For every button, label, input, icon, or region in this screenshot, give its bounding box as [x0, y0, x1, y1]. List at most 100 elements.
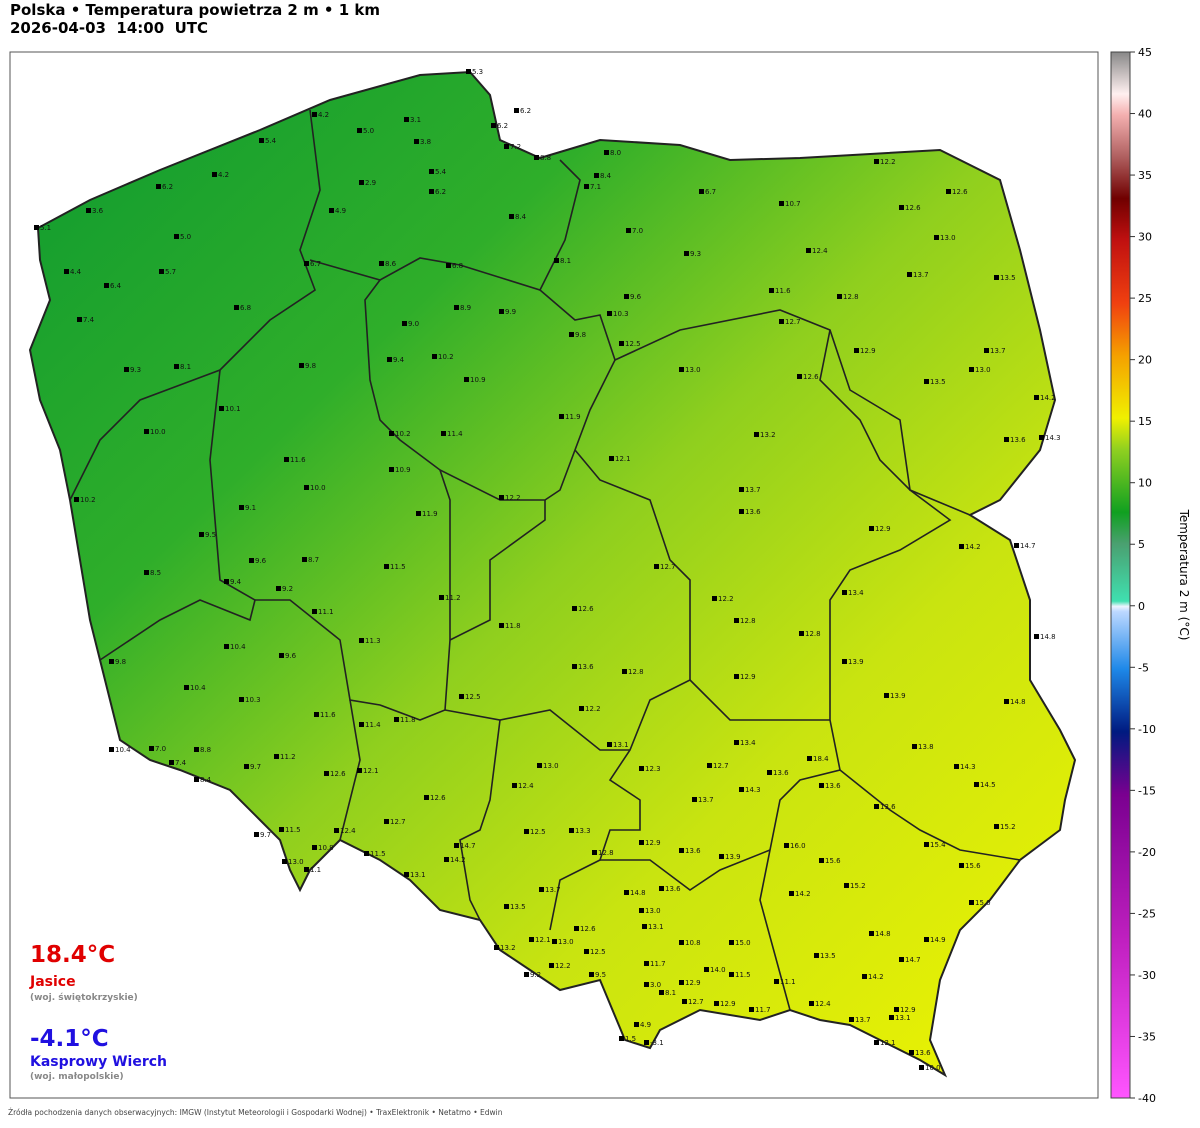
station-marker [644, 961, 649, 966]
station-marker [77, 317, 82, 322]
colorbar-tick-label: -10 [1138, 723, 1156, 736]
station-marker [329, 208, 334, 213]
station-value: 15.2 [850, 882, 866, 890]
station-value: 12.5 [530, 828, 546, 836]
station-value: 5.7 [165, 268, 176, 276]
station-marker [634, 1022, 639, 1027]
station-marker [499, 495, 504, 500]
station-value: 3.0 [650, 981, 661, 989]
station-value: 11.5 [370, 850, 386, 858]
station-value: 7.0 [155, 745, 166, 753]
station-marker [604, 150, 609, 155]
station-value: 15.6 [825, 857, 841, 865]
station-marker [767, 770, 772, 775]
station-value: 9.0 [408, 320, 419, 328]
station-marker [924, 842, 929, 847]
station-marker [849, 1017, 854, 1022]
station-marker [364, 851, 369, 856]
station-value: 11.8 [400, 716, 416, 724]
station-marker [504, 904, 509, 909]
station-marker [499, 623, 504, 628]
station-value: 9.8 [305, 362, 316, 370]
colorbar-tick-label: 30 [1138, 231, 1152, 244]
station-value: 11.5 [285, 826, 301, 834]
station-marker [699, 189, 704, 194]
station-value: 14.3 [960, 763, 976, 771]
station-value: 12.7 [785, 318, 801, 326]
station-marker [844, 883, 849, 888]
station-value: 9.6 [285, 652, 297, 660]
station-marker [334, 828, 339, 833]
station-marker [569, 828, 574, 833]
station-value: 14.8 [630, 889, 646, 897]
station-value: 12.9 [720, 1000, 736, 1008]
station-value: 13.7 [545, 886, 561, 894]
station-marker [734, 740, 739, 745]
station-value: 12.6 [330, 770, 346, 778]
station-value: 9.3 [130, 366, 141, 374]
station-value: 13.5 [820, 952, 836, 960]
colorbar-tick-label: 10 [1138, 477, 1152, 490]
station-marker [654, 564, 659, 569]
station-value: 12.9 [685, 979, 701, 987]
station-marker [919, 1065, 924, 1070]
station-value: 13.6 [578, 663, 594, 671]
colorbar-tick-label: 45 [1138, 46, 1152, 59]
station-value: 10.4 [230, 643, 246, 651]
station-marker [219, 406, 224, 411]
station-value: 15.0 [975, 899, 991, 907]
station-value: 5.0 [363, 127, 374, 135]
station-marker [149, 746, 154, 751]
station-value: 14.9 [930, 936, 946, 944]
station-marker [734, 618, 739, 623]
station-marker [994, 275, 999, 280]
station-marker [1004, 699, 1009, 704]
station-marker [679, 367, 684, 372]
station-marker [1014, 543, 1019, 548]
station-value: 12.6 [803, 373, 819, 381]
station-marker [156, 184, 161, 189]
station-marker [909, 1050, 914, 1055]
station-value: 9.6 [255, 557, 267, 565]
station-marker [359, 638, 364, 643]
station-value: 13.4 [740, 739, 756, 747]
station-marker [34, 225, 39, 230]
station-value: 11.5 [390, 563, 406, 571]
station-value: 12.6 [952, 188, 968, 196]
station-value: 12.4 [518, 782, 534, 790]
station-value: 13.0 [940, 234, 956, 242]
station-marker [284, 457, 289, 462]
station-marker [384, 819, 389, 824]
station-marker [279, 827, 284, 832]
station-value: 14.2 [1040, 394, 1056, 402]
station-marker [244, 764, 249, 769]
station-marker [584, 949, 589, 954]
station-marker [212, 172, 217, 177]
station-value: 8.9 [460, 304, 471, 312]
station-value: 16.0 [790, 842, 806, 850]
station-marker [359, 180, 364, 185]
station-value: 18.4 [813, 755, 829, 763]
colorbar-tick-label: 5 [1138, 538, 1145, 551]
station-marker [714, 1001, 719, 1006]
station-value: 13.0 [543, 762, 559, 770]
station-marker [639, 908, 644, 913]
station-value: 10.9 [395, 466, 411, 474]
station-marker [682, 999, 687, 1004]
station-value: 15.0 [735, 939, 751, 947]
station-marker [389, 467, 394, 472]
station-value: 11.6 [775, 287, 791, 295]
station-marker [259, 138, 264, 143]
station-marker [819, 858, 824, 863]
station-value: 12.2 [585, 705, 601, 713]
station-value: 12.6 [430, 794, 446, 802]
station-value: 9.1 [245, 504, 256, 512]
station-value: 10.0 [310, 484, 326, 492]
station-marker [464, 377, 469, 382]
station-value: 8.7 [308, 556, 319, 564]
station-marker [869, 526, 874, 531]
station-value: 13.0 [645, 907, 661, 915]
station-marker [874, 804, 879, 809]
station-value: 12.2 [505, 494, 521, 502]
